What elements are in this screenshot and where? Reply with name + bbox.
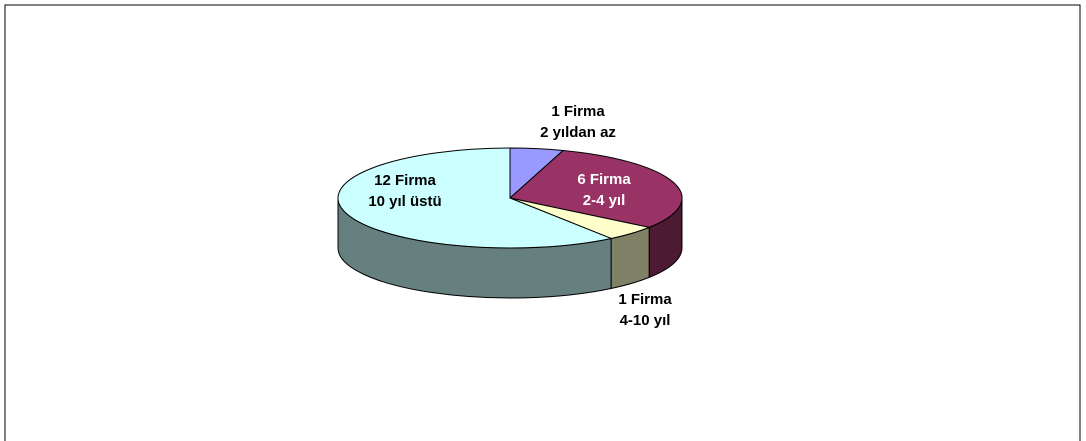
category-label: 4-10 yıl bbox=[620, 312, 671, 329]
category-label: 2-4 yıl bbox=[583, 192, 626, 209]
pie-slice bbox=[337, 147, 613, 249]
pie-slice bbox=[508, 149, 683, 228]
data-label: 12 Firma bbox=[374, 172, 436, 189]
data-label: 1 Firma bbox=[551, 103, 605, 120]
pie-labels: 1 Firma 2 yıldan az 6 Firma 2-4 yıl 1 Firma 4… bbox=[368, 103, 672, 329]
category-label: 2 yıldan az bbox=[540, 124, 616, 141]
category-label: 10 yıl üstü bbox=[368, 193, 441, 210]
data-label: 1 Firma bbox=[618, 291, 672, 308]
pie-tops bbox=[337, 147, 683, 249]
data-label: 6 Firma bbox=[577, 171, 631, 188]
